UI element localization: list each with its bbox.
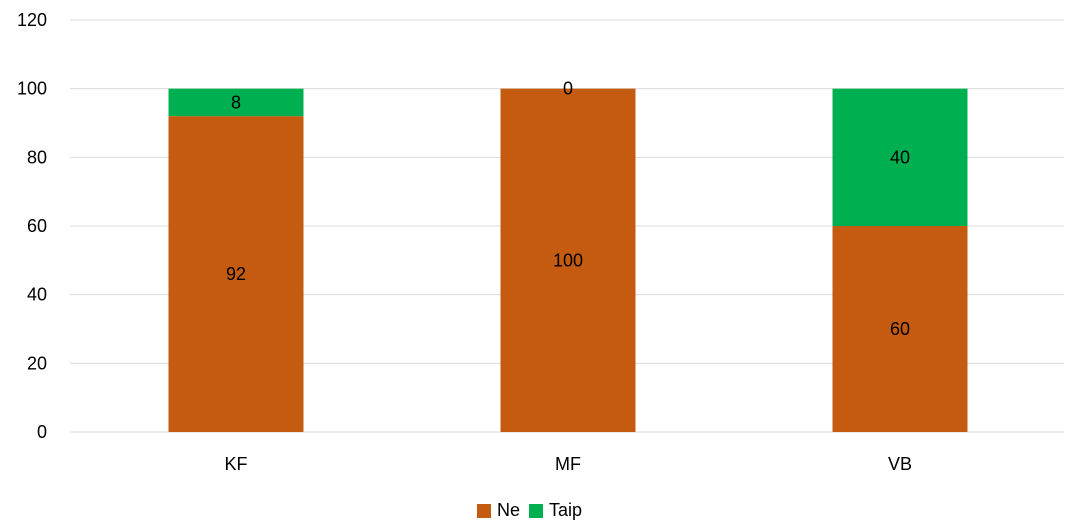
legend-swatch-taip	[529, 504, 543, 518]
x-axis-ticks: KF MF VB	[224, 454, 912, 474]
data-labels: 92 8 100 0 60 40	[226, 79, 910, 339]
legend-label-taip: Taip	[549, 500, 582, 520]
bar-kf-taip	[168, 88, 304, 117]
x-tick-label-kf: KF	[224, 454, 247, 474]
bar-vb-ne	[832, 226, 968, 432]
y-tick-label: 20	[27, 353, 47, 373]
y-tick-label: 100	[17, 79, 47, 99]
y-axis-ticks: 0 20 40 60 80 100 120	[17, 10, 47, 442]
y-tick-label: 0	[37, 422, 47, 442]
bar-vb-taip	[832, 88, 968, 227]
bar-kf-ne	[168, 116, 304, 432]
data-label-vb-taip: 40	[890, 147, 910, 167]
legend-swatch-ne	[477, 504, 491, 518]
data-label-mf-ne: 100	[553, 250, 583, 270]
bar-mf-ne	[500, 88, 636, 433]
data-label-kf-taip: 8	[231, 92, 241, 112]
y-tick-label: 40	[27, 285, 47, 305]
y-tick-label: 120	[17, 10, 47, 30]
x-tick-label-mf: MF	[555, 454, 581, 474]
legend-label-ne: Ne	[497, 500, 520, 520]
data-label-kf-ne: 92	[226, 264, 246, 284]
x-tick-label-vb: VB	[888, 454, 912, 474]
legend: Ne Taip	[477, 500, 582, 520]
y-tick-label: 60	[27, 216, 47, 236]
y-tick-label: 80	[27, 147, 47, 167]
data-label-vb-ne: 60	[890, 319, 910, 339]
data-label-mf-taip: 0	[563, 79, 573, 99]
bars	[168, 88, 968, 433]
